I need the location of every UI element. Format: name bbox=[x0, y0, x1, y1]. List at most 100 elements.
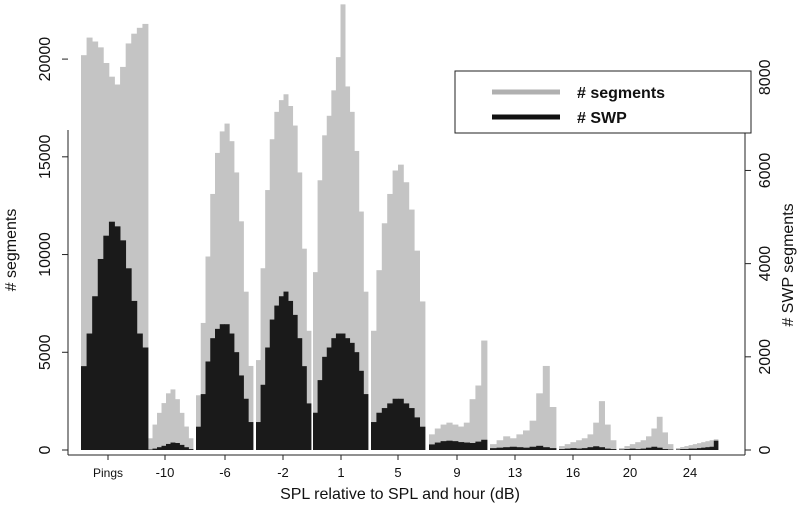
swp-bar-5-8 bbox=[414, 417, 420, 450]
swp-bar-5-4 bbox=[393, 399, 399, 450]
swp-bar-24-3 bbox=[689, 449, 694, 450]
swp-bar-Pings-10 bbox=[137, 334, 143, 450]
segments-bar-13-7 bbox=[536, 393, 543, 450]
legend-segments-label: # segments bbox=[577, 85, 665, 102]
swp-bar--2-8 bbox=[293, 315, 298, 450]
segments-bar-20-3 bbox=[635, 442, 641, 450]
swp-bar-13-0 bbox=[490, 448, 497, 450]
swp-bar-20-1 bbox=[624, 449, 630, 450]
segments-bar-20-7 bbox=[657, 417, 663, 450]
swp-bar-24-2 bbox=[684, 449, 689, 450]
swp-bar--6-0 bbox=[196, 427, 201, 450]
x-tick-label: Pings bbox=[93, 466, 123, 480]
x-tick-label: -10 bbox=[156, 465, 175, 480]
swp-bar--10-3 bbox=[162, 446, 167, 450]
swp-bar-20-2 bbox=[630, 449, 636, 450]
swp-bar-20-4 bbox=[641, 449, 647, 450]
y-left-tick-label: 15000 bbox=[37, 134, 54, 179]
swp-bar-1-2 bbox=[322, 357, 327, 450]
swp-bar-16-1 bbox=[565, 449, 571, 450]
segments-bar-13-5 bbox=[523, 430, 530, 450]
segments-bar--10-9 bbox=[189, 438, 194, 450]
swp-bar--2-3 bbox=[270, 320, 275, 450]
swp-bar-9-4 bbox=[452, 441, 458, 450]
swp-bar-5-1 bbox=[376, 413, 382, 450]
swp-bar-13-8 bbox=[543, 447, 550, 450]
segments-bar--10-3 bbox=[162, 403, 167, 450]
swp-bar-Pings-11 bbox=[142, 348, 148, 451]
segments-bar-16-9 bbox=[610, 440, 616, 450]
segments-bar-20-8 bbox=[662, 432, 668, 450]
x-tick-label: 16 bbox=[566, 465, 580, 480]
swp-bar-Pings-9 bbox=[131, 301, 137, 450]
swp-bar-24-1 bbox=[680, 449, 685, 450]
x-axis-label: SPL relative to SPL and hour (dB) bbox=[280, 486, 520, 503]
y-axis-right-label: # SWP segments bbox=[780, 203, 797, 326]
swp-bar-16-8 bbox=[605, 449, 611, 450]
swp-bar-16-0 bbox=[559, 449, 565, 450]
segments-bar-13-8 bbox=[543, 366, 550, 450]
swp-bar--6-11 bbox=[248, 422, 253, 450]
swp-bar-20-6 bbox=[651, 447, 657, 450]
y-axis-left-label: # segments bbox=[3, 209, 20, 292]
swp-bar-9-6 bbox=[464, 443, 470, 450]
segments-bar-13-9 bbox=[549, 407, 556, 450]
x-tick-label: 24 bbox=[683, 465, 697, 480]
swp-bar-9-5 bbox=[458, 442, 464, 450]
segments-bar-9-8 bbox=[475, 386, 481, 451]
y-left-tick-label: 10000 bbox=[37, 232, 54, 277]
swp-bar--10-5 bbox=[171, 443, 176, 450]
swp-bar-1-9 bbox=[354, 352, 359, 450]
swp-bar--6-5 bbox=[220, 324, 225, 450]
swp-bar--10-8 bbox=[184, 447, 189, 450]
segments-bar-16-8 bbox=[605, 425, 611, 450]
swp-bar--6-8 bbox=[234, 352, 239, 450]
segments-bar--10-1 bbox=[153, 425, 158, 450]
swp-bar--2-5 bbox=[279, 296, 284, 450]
y-right-tick-label: 8000 bbox=[757, 59, 774, 95]
swp-bar-16-9 bbox=[610, 449, 616, 450]
swp-bar--10-4 bbox=[166, 444, 171, 450]
swp-bar--2-2 bbox=[265, 348, 270, 451]
swp-bar-20-8 bbox=[662, 449, 668, 450]
swp-bar--2-7 bbox=[288, 301, 293, 450]
swp-bar--10-6 bbox=[175, 443, 180, 450]
segments-bar-16-3 bbox=[576, 440, 582, 450]
swp-bar-5-0 bbox=[371, 422, 377, 450]
y-right-tick-label: 0 bbox=[757, 445, 774, 454]
segments-bar--10-2 bbox=[157, 413, 162, 450]
swp-bar-24-9 bbox=[714, 441, 719, 450]
segments-bar--10-0 bbox=[148, 438, 153, 450]
x-tick-label: -2 bbox=[277, 465, 289, 480]
x-tick-label: -6 bbox=[219, 465, 231, 480]
swp-bar-1-6 bbox=[341, 334, 346, 450]
swp-bar-9-0 bbox=[429, 444, 435, 450]
legend-swp-label: # SWP bbox=[577, 110, 627, 127]
swp-bar-Pings-0 bbox=[81, 366, 87, 450]
swp-bar-24-5 bbox=[697, 448, 702, 450]
swp-bar--6-4 bbox=[215, 329, 220, 450]
swp-bar--6-3 bbox=[210, 338, 215, 450]
swp-bar-13-5 bbox=[523, 448, 530, 450]
swp-bar-9-7 bbox=[470, 443, 476, 450]
x-tick-label: 5 bbox=[394, 465, 401, 480]
swp-bar--2-1 bbox=[261, 385, 266, 450]
swp-bar-9-8 bbox=[475, 442, 481, 450]
swp-bar-Pings-3 bbox=[98, 259, 104, 450]
swp-bar-16-3 bbox=[576, 449, 582, 450]
swp-bar--6-1 bbox=[201, 394, 206, 450]
swp-bar-Pings-6 bbox=[115, 226, 121, 450]
swp-bar-13-2 bbox=[503, 447, 510, 450]
segments-bar-20-4 bbox=[641, 440, 647, 450]
swp-bar-Pings-5 bbox=[109, 222, 115, 450]
swp-bar-13-1 bbox=[497, 448, 504, 450]
swp-bar--2-10 bbox=[302, 366, 307, 450]
swp-bar-13-9 bbox=[549, 448, 556, 450]
swp-bar-5-3 bbox=[387, 403, 393, 450]
swp-bar--10-1 bbox=[153, 449, 158, 450]
swp-bar--2-4 bbox=[274, 306, 279, 450]
segments-bar--10-8 bbox=[184, 427, 189, 450]
swp-bar--2-9 bbox=[297, 338, 302, 450]
swp-bar-5-7 bbox=[409, 408, 415, 450]
